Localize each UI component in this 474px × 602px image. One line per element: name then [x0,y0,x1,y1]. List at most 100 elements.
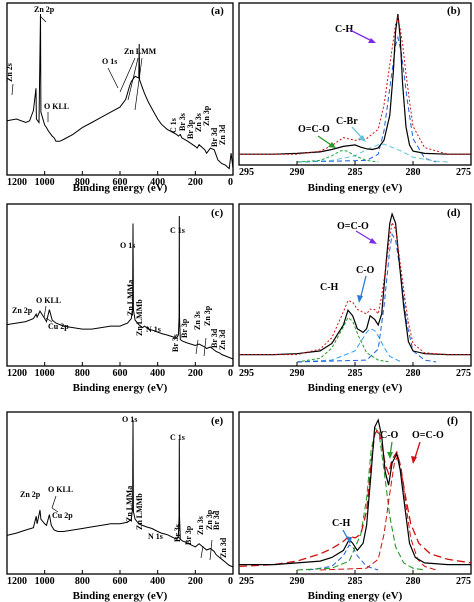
panel-f-c-h-component [308,544,379,571]
panel-c-tick-label: 800 [75,368,90,379]
panel-c-xps-survey: 1200 1000 800 600 400 200 0 Binding energy (eV… [6,203,234,394]
panel-e-ann-o1s: O 1s [122,415,137,424]
panel-c-ann-zn3d: Zn 3d [218,329,227,350]
panel-a-ann-zn2p: Zn 2p [34,5,55,14]
panel-a-leader-lines [11,15,143,122]
panel-f-ann-o-c-o: O=C-O [412,430,444,441]
panel-a-label: (a) [211,5,224,17]
panel-f-arrows [342,441,421,544]
panel-b-c-h-component [296,35,437,163]
panel-a-ann-zn3p: Zn 3p [202,105,211,126]
panel-a-ann-znlmm: Zn LMM [124,47,157,56]
panel-a-tick-label: 600 [113,177,128,188]
panel-d-c1s-spectrum: 295 290 285 280 275 Binding energy (eV) (d) … [238,203,472,394]
panel-e-x-ticks: 1200 1000 800 600 400 200 0 [6,570,234,587]
panel-d-tick-label: 280 [406,368,421,379]
panel-a-ann-br3s: Br 3s [178,113,187,131]
panel-c-ann-znlmmb: Zn LMMb [135,299,144,336]
panel-c-ann-o1s: O 1s [120,241,135,250]
panel-a-ann-zn3d: Zn 3d [218,124,227,145]
panel-e-x-axis-label: Binding energy (eV) [73,590,168,602]
panel-f-tick-label: 295 [239,576,254,587]
panel-c-tick-label: 200 [188,368,203,379]
panel-b-o-c-o-component [296,149,379,163]
panel-f-label: (f) [447,415,458,427]
panel-f-o-c-o-component [320,454,437,571]
panel-d-tick-label: 275 [456,368,471,379]
panel-b-c1s-spectrum: 295 290 285 280 275 Binding energy (eV) (b) … [238,2,472,194]
panel-c-ann-c1s: C 1s [170,226,185,235]
panel-f-c1s-spectrum: 295 290 285 280 275 Binding energy (eV) (f) … [238,411,472,602]
panel-e-ann-c1s: C 1s [170,433,185,442]
panel-a-tick-label: 1000 [35,177,55,188]
panel-d-fit-envelope [239,220,471,356]
panel-a-ann-o1s: O 1s [102,57,117,66]
panel-e-tick-label: 1000 [35,576,55,587]
panel-c-ann-okll: O KLL [36,296,61,305]
panel-a-ann-br3d: Br 3d [210,127,219,147]
panel-b-tick-label: 295 [239,167,254,178]
panel-b-ann-c-h: C-H [335,24,354,35]
panel-a-tick-label: 0 [228,177,233,188]
panel-c-x-axis-label: Binding energy (eV) [73,382,168,394]
panel-b-tick-label: 290 [290,167,305,178]
panel-c-leader-lines [43,305,207,357]
panel-f-tick-label: 280 [406,576,421,587]
panel-e-ann-znlmma: Zn LMMa [125,486,134,522]
panel-b-label: (b) [447,5,461,17]
panel-e-tick-label: 200 [188,576,203,587]
panel-c-frame [6,203,234,367]
panel-e-ann-zn2p: Zn 2p [20,490,41,499]
panel-c-tick-label: 400 [150,368,165,379]
panel-b-experimental-line [239,13,471,155]
panel-c-ann-n1s: N 1s [146,325,161,334]
panel-c-ann-znlmma: Zn LMMa [126,280,135,316]
panel-e-ann-zn3d: Zn 3d [219,537,228,558]
panel-f-tick-label: 275 [456,576,471,587]
panel-e-ann-br3p: Br 3p [184,525,193,545]
panel-f-fit-envelope [238,427,472,568]
panel-f-experimental-line [239,418,471,566]
panel-d-tick-label: 295 [239,368,254,379]
panel-b-tick-label: 280 [406,167,421,178]
panel-b-tick-label: 275 [456,167,471,178]
panel-d-arrows [355,230,377,303]
panel-d-ann-c-h: C-H [320,282,339,293]
panel-d-label: (d) [447,207,461,219]
panel-f-c-o-component [296,427,425,571]
panel-a-spectrum-line [6,13,234,170]
panel-c-tick-label: 0 [228,368,233,379]
panel-f-x-ticks: 295 290 285 280 275 [238,570,472,587]
panel-c-ann-zn3s: Zn 3s [193,311,202,330]
panel-d-experimental-line [239,211,471,356]
panel-d-c-o-component [296,328,402,363]
panel-e-frame [6,411,234,575]
panel-a-tick-label: 400 [150,177,165,188]
panel-e-ann-okll: O KLL [48,485,73,494]
panel-a-x-ticks: 1200 1000 800 600 400 200 0 [6,171,234,188]
panel-b-fit-envelope [239,15,471,155]
panel-b-tick-label: 285 [348,167,363,178]
panel-a-xps-survey: 1200 1000 800 600 400 200 0 Binding energy (eV… [5,2,234,194]
panel-f-x-axis-label: Binding energy (eV) [308,590,403,602]
panel-b-x-ticks: 295 290 285 280 275 [238,161,472,178]
panel-e-spectrum-line [6,419,234,568]
panel-a-ann-br3p: Br 3p [186,119,195,139]
panel-d-ann-c-o: C-O [356,265,375,276]
panel-b-arrows [317,29,376,148]
panel-b-ann-c-br: C-Br [336,116,358,127]
panel-e-ann-br3d: Br 3d [212,510,221,530]
panel-a-ann-okll: O KLL [44,102,69,111]
panel-a-tick-label: 200 [188,177,203,188]
panel-e-label: (e) [211,415,224,427]
panel-c-ann-cu2p: Cu 2p [48,322,69,331]
panel-c-ann-br3p: Br 3p [180,318,189,338]
panel-a-x-axis-label: Binding energy (eV) [73,182,168,194]
panel-d-x-ticks: 295 290 285 280 275 [238,362,472,379]
panel-d-tick-label: 285 [348,368,363,379]
panel-c-tick-label: 1000 [35,368,55,379]
panel-e-ann-zn3s: Zn 3s [196,516,205,535]
panel-c-x-ticks: 1200 1000 800 600 400 200 0 [6,362,234,379]
panel-e-ann-br3s: Br 3s [173,524,182,542]
panel-e-ann-znlmmb: Zn LMMb [135,493,144,530]
